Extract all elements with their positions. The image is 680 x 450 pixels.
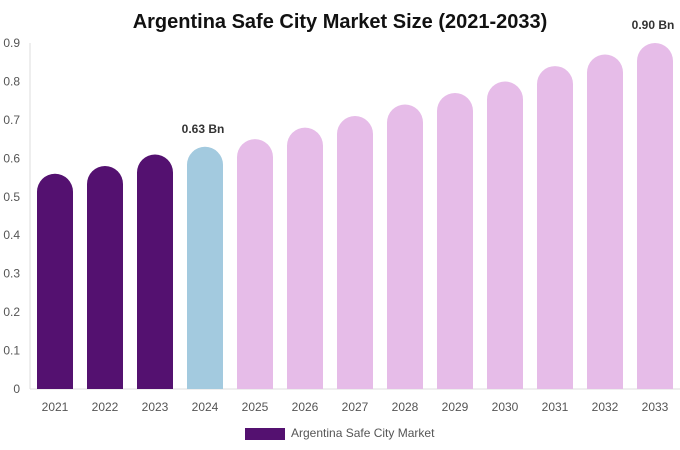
- data-labels: 0.63 Bn 0.90 Bn: [182, 18, 675, 136]
- legend-label: Argentina Safe City Market: [291, 426, 435, 440]
- x-tick-label: 2022: [92, 400, 119, 414]
- x-tick-label: 2025: [242, 400, 269, 414]
- legend[interactable]: Argentina Safe City Market: [245, 426, 435, 440]
- bar-2032[interactable]: [587, 54, 623, 390]
- x-axis: 2021 2022 2023 2024 2025 2026 2027 2028 2029 2030…: [30, 388, 680, 414]
- y-tick-label: 0.1: [3, 344, 20, 358]
- x-tick-label: 2030: [492, 400, 519, 414]
- bar-2030[interactable]: [487, 81, 523, 389]
- x-tick-label: 2023: [142, 400, 169, 414]
- bar-2025[interactable]: [237, 139, 273, 389]
- bar-2026[interactable]: [287, 127, 323, 390]
- bar-2021[interactable]: [37, 173, 73, 389]
- bar-2023[interactable]: [137, 154, 173, 389]
- y-tick-label: 0.2: [3, 305, 20, 319]
- chart-title: Argentina Safe City Market Size (2021-20…: [133, 11, 548, 33]
- legend-swatch: [245, 428, 285, 440]
- bar-2022[interactable]: [87, 166, 123, 389]
- bar-2031[interactable]: [537, 66, 573, 389]
- data-label-2024: 0.63 Bn: [182, 122, 225, 136]
- bar-2027[interactable]: [337, 116, 373, 390]
- y-tick-label: 0.9: [3, 36, 20, 50]
- x-tick-label: 2021: [42, 400, 69, 414]
- data-label-2033: 0.90 Bn: [632, 18, 675, 32]
- bars: [37, 43, 673, 390]
- y-tick-label: 0.8: [3, 74, 20, 88]
- bar-2024[interactable]: [187, 146, 223, 389]
- bar-2028[interactable]: [387, 104, 423, 389]
- y-tick-label: 0: [13, 382, 20, 396]
- x-tick-label: 2029: [442, 400, 469, 414]
- x-tick-label: 2026: [292, 400, 319, 414]
- x-tick-label: 2028: [392, 400, 419, 414]
- y-axis: 0 0.1 0.2 0.3 0.4 0.5 0.6 0.7 0.8 0.9: [3, 36, 31, 396]
- x-tick-label: 2027: [342, 400, 369, 414]
- y-tick-label: 0.4: [3, 228, 20, 242]
- bar-2033[interactable]: [637, 43, 673, 389]
- x-tick-label: 2032: [592, 400, 619, 414]
- x-tick-label: 2033: [642, 400, 669, 414]
- bar-2029[interactable]: [437, 92, 473, 389]
- y-tick-label: 0.3: [3, 267, 20, 281]
- y-tick-label: 0.6: [3, 151, 20, 165]
- x-tick-label: 2024: [192, 400, 219, 414]
- y-tick-label: 0.5: [3, 190, 20, 204]
- y-tick-label: 0.7: [3, 113, 20, 127]
- x-tick-label: 2031: [542, 400, 569, 414]
